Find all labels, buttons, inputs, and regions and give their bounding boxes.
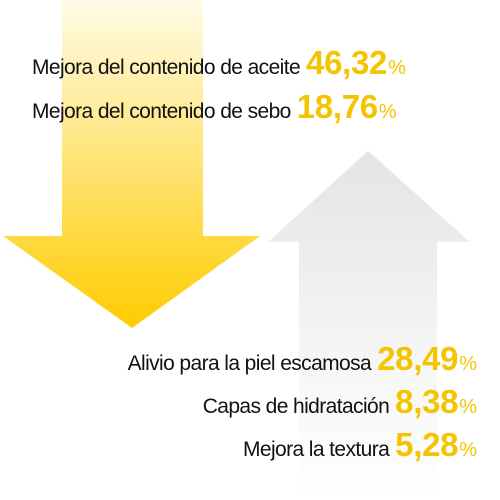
stat-value: 18,76 bbox=[296, 88, 378, 125]
stat-unit: % bbox=[459, 353, 477, 375]
stat-texture-improvement: Mejora la textura 5,28 % bbox=[243, 426, 477, 464]
stat-unit: % bbox=[459, 396, 477, 418]
stat-hydration-layers: Capas de hidratación 8,38 % bbox=[203, 383, 477, 421]
stat-value: 8,38 bbox=[395, 383, 459, 420]
stat-label: Mejora del contenido de aceite bbox=[32, 56, 301, 79]
stat-unit: % bbox=[459, 439, 477, 461]
stat-value: 5,28 bbox=[395, 426, 459, 463]
stat-sebum-content: Mejora del contenido de sebo 18,76 % bbox=[32, 88, 397, 126]
stat-flaky-skin-relief: Alivio para la piel escamosa 28,49 % bbox=[128, 340, 477, 378]
stat-label: Capas de hidratación bbox=[202, 395, 390, 418]
up-arrow-icon bbox=[268, 151, 470, 500]
stat-unit: % bbox=[378, 101, 397, 123]
stat-oil-content: Mejora del contenido de aceite 46,32 % bbox=[32, 44, 406, 82]
stat-value: 28,49 bbox=[377, 340, 459, 377]
stat-label: Alivio para la piel escamosa bbox=[127, 352, 372, 375]
stat-value: 46,32 bbox=[306, 44, 388, 81]
stat-unit: % bbox=[388, 57, 406, 79]
stat-label: Mejora la textura bbox=[242, 438, 390, 461]
down-arrow-icon bbox=[3, 0, 260, 328]
stat-label: Mejora del contenido de sebo bbox=[32, 100, 291, 123]
